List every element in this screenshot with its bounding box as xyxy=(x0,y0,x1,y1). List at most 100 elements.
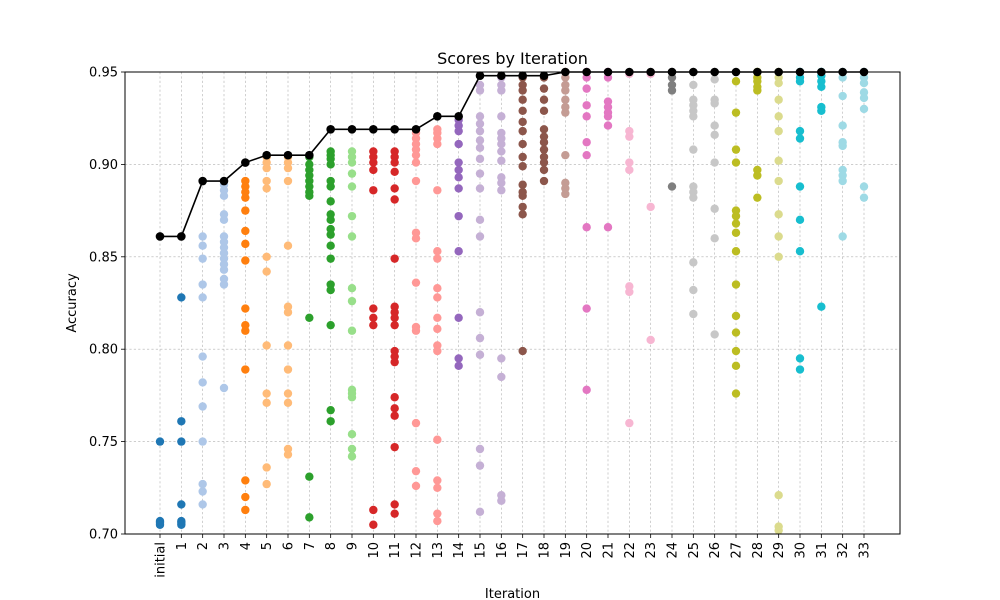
data-point xyxy=(689,258,698,267)
data-point xyxy=(475,350,485,359)
data-point xyxy=(326,417,335,426)
data-point xyxy=(411,418,421,428)
data-point xyxy=(433,293,442,302)
data-point xyxy=(646,202,655,212)
x-tick-label: 33 xyxy=(858,542,873,559)
data-point xyxy=(859,104,869,114)
data-point xyxy=(347,296,357,306)
data-point xyxy=(774,210,783,219)
data-point xyxy=(262,463,271,472)
data-point xyxy=(433,313,442,322)
data-point xyxy=(454,126,463,136)
data-point xyxy=(625,418,634,428)
data-point xyxy=(646,335,655,345)
best-line-marker xyxy=(539,71,549,80)
data-point xyxy=(390,195,399,204)
data-point xyxy=(774,526,783,535)
data-point xyxy=(603,121,613,130)
y-tick-label: 0.95 xyxy=(89,66,118,81)
data-point xyxy=(475,333,485,343)
x-tick-label: 1 xyxy=(175,542,190,550)
data-point xyxy=(774,78,783,88)
data-point xyxy=(241,239,250,249)
x-tick-label: 16 xyxy=(495,542,510,559)
data-point xyxy=(518,180,527,189)
data-point xyxy=(326,241,335,250)
y-axis-ticks: 0.70 0.75 0.80 0.85 0.90 0.95 xyxy=(89,66,125,543)
data-point xyxy=(518,139,527,149)
best-line-marker xyxy=(390,124,399,134)
x-tick-label: 17 xyxy=(516,542,531,559)
data-point xyxy=(497,147,506,156)
data-point xyxy=(411,326,421,335)
data-point xyxy=(219,191,229,201)
best-line-marker xyxy=(283,150,293,160)
data-point xyxy=(582,138,591,147)
data-point xyxy=(667,86,677,95)
data-point xyxy=(518,202,527,212)
x-tick-label: 12 xyxy=(410,542,425,559)
best-line-marker xyxy=(518,71,527,80)
data-point xyxy=(859,78,869,88)
data-point xyxy=(475,461,485,470)
x-tick-label: 7 xyxy=(303,542,318,550)
data-point xyxy=(539,95,549,104)
data-point xyxy=(198,500,207,509)
y-tick-label: 0.70 xyxy=(89,528,118,543)
x-tick-label: 26 xyxy=(708,542,723,559)
data-point xyxy=(347,158,357,167)
data-point xyxy=(198,402,207,411)
data-point xyxy=(411,150,421,160)
data-point xyxy=(689,309,698,319)
data-point xyxy=(390,313,399,322)
x-tick-label: 13 xyxy=(431,542,446,559)
best-line-marker xyxy=(155,232,165,241)
data-point xyxy=(411,481,421,491)
data-point xyxy=(539,165,549,175)
best-line-marker xyxy=(262,150,271,160)
data-point xyxy=(283,241,293,250)
data-point xyxy=(347,393,357,402)
data-point xyxy=(326,230,335,239)
data-point xyxy=(582,150,591,160)
data-point xyxy=(326,215,335,225)
x-tick-label: 25 xyxy=(687,542,702,559)
data-point xyxy=(475,86,485,95)
data-point xyxy=(795,134,805,143)
data-point xyxy=(710,330,719,339)
data-point xyxy=(369,304,378,313)
data-point xyxy=(774,126,783,136)
data-point xyxy=(561,108,570,117)
data-point xyxy=(369,186,378,195)
data-point xyxy=(326,197,335,206)
data-point xyxy=(518,152,527,162)
data-point xyxy=(518,126,527,136)
data-point xyxy=(625,287,634,297)
data-point xyxy=(475,169,485,178)
data-point xyxy=(198,232,207,241)
data-point xyxy=(283,389,293,398)
data-point xyxy=(347,169,357,178)
x-tick-label: 2 xyxy=(196,542,211,550)
data-point xyxy=(347,444,357,454)
data-point xyxy=(177,437,186,446)
x-tick-label: 21 xyxy=(602,542,617,559)
best-line-marker xyxy=(326,124,335,134)
data-point xyxy=(710,130,719,140)
data-point xyxy=(433,324,442,334)
data-point xyxy=(454,173,463,182)
data-point xyxy=(219,383,229,393)
y-tick-label: 0.75 xyxy=(89,435,118,450)
data-point xyxy=(710,121,719,130)
data-point xyxy=(518,191,527,201)
data-point xyxy=(390,320,399,330)
data-point xyxy=(795,182,805,191)
y-tick-label: 0.80 xyxy=(89,343,118,358)
data-point xyxy=(433,509,442,518)
data-point xyxy=(497,372,506,382)
data-point xyxy=(262,389,271,398)
data-point xyxy=(731,328,741,337)
data-point xyxy=(454,139,463,149)
data-point xyxy=(283,398,293,407)
data-point xyxy=(454,247,463,256)
